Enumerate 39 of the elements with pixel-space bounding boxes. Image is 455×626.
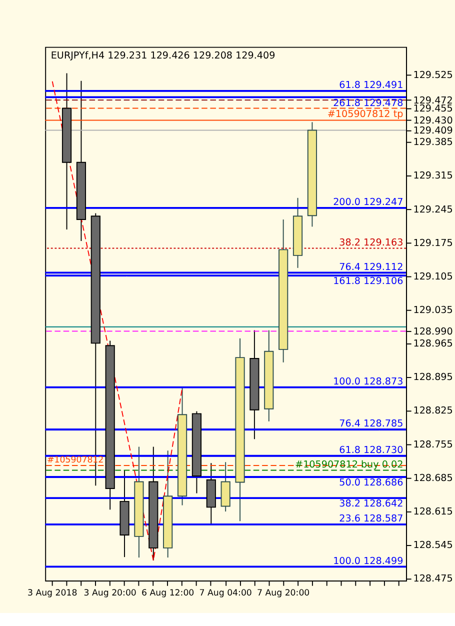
ref-line-label: 261.8 129.478 <box>333 98 404 109</box>
y-tick-label: 128.755 <box>413 439 453 450</box>
y-tick-label: 129.315 <box>413 170 453 182</box>
x-tick-label: 3 Aug 20:00 <box>84 588 136 598</box>
ref-line-label: 61.8 128.730 <box>339 445 404 456</box>
ref-line-label: 38.2 129.163 <box>339 237 404 248</box>
y-tick-label: 128.990 <box>413 326 453 338</box>
x-tick-label: 7 Aug 04:00 <box>199 588 252 598</box>
y-tick-label: 129.245 <box>413 204 453 216</box>
ref-line-label: 38.2 128.642 <box>339 498 404 510</box>
ref-line-label: 76.4 129.112 <box>339 262 404 273</box>
x-tick-label: 3 Aug 2018 <box>27 588 78 598</box>
y-tick-label: 128.545 <box>413 540 453 551</box>
y-tick-label: 128.475 <box>413 574 453 585</box>
ref-line-label: 200.0 129.247 <box>333 197 404 208</box>
chart-title: EURJPYf,H4 129.231 129.426 129.208 129.409 <box>50 50 276 62</box>
x-tick-label: 7 Aug 20:00 <box>256 588 310 598</box>
y-tick-label: 129.525 <box>413 70 453 82</box>
ref-line-label: 100.0 128.499 <box>333 556 404 567</box>
y-tick-label: 128.895 <box>413 372 453 384</box>
y-tick-label: 128.965 <box>413 338 453 350</box>
y-tick-label: 129.035 <box>413 304 453 316</box>
ref-line-label: 50.0 128.686 <box>339 478 404 489</box>
y-tick-label: 129.175 <box>413 238 453 249</box>
y-tick-label: 128.615 <box>413 506 453 518</box>
y-tick-label: 129.385 <box>413 137 453 148</box>
ref-line-label: #105907812 tp <box>327 108 404 120</box>
y-tick-label: 129.409 <box>413 126 453 137</box>
y-tick-label: 129.455 <box>413 104 453 115</box>
ref-line-label: 161.8 129.106 <box>333 276 404 288</box>
ref-line-label: 76.4 128.785 <box>339 418 404 430</box>
y-tick-label: 129.105 <box>413 271 453 282</box>
ref-line-label: 100.0 128.873 <box>333 376 404 388</box>
ref-line-label: 23.6 128.587 <box>339 514 404 525</box>
x-tick-label: 6 Aug 12:00 <box>141 588 194 598</box>
y-tick-label: 128.825 <box>413 406 453 417</box>
y-tick-label: 128.685 <box>413 472 453 484</box>
y-tick-label: 129.430 <box>413 116 453 127</box>
ref-line-label: 61.8 129.491 <box>339 80 404 92</box>
